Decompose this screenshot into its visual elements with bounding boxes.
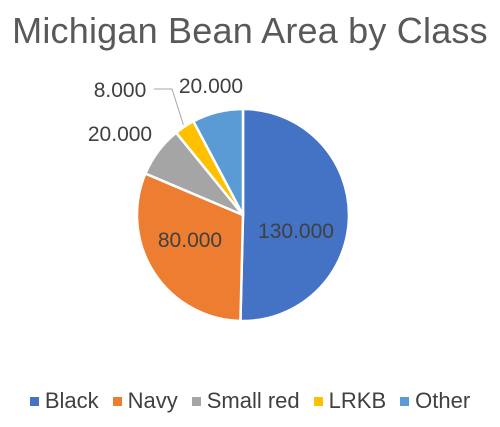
pie-slice-black [239,107,351,323]
legend-swatch-small-red [191,396,201,406]
leader-line-lrkb [154,88,184,126]
pie-slice-other [192,107,245,217]
legend-swatch-other [400,396,410,406]
legend-label-black: Black [44,388,99,413]
legend-item-navy: Navy [112,388,178,414]
data-label-other: 20.000 [179,75,243,98]
data-label-navy: 80.000 [158,229,222,252]
legend-label-lrkb: LRKB [328,388,387,413]
legend-label-navy: Navy [127,388,178,413]
legend-item-black: Black [29,388,99,414]
legend-swatch-lrkb [313,396,323,406]
legend-item-small-red: Small red [191,388,300,414]
legend: Black Navy Small red LRKB Other [0,388,500,414]
legend-item-other: Other [400,388,470,414]
data-label-lrkb: 8.000 [94,79,147,102]
legend-swatch-navy [112,396,122,406]
chart-title: Michigan Bean Area by Class [12,10,488,51]
legend-label-other: Other [415,388,471,413]
legend-swatch-black [29,396,39,406]
pie-slice-navy [135,172,245,323]
data-label-black: 130.000 [258,220,334,243]
legend-label-small-red: Small red [206,388,300,413]
legend-item-lrkb: LRKB [313,388,387,414]
data-label-small-red: 20.000 [88,123,152,146]
